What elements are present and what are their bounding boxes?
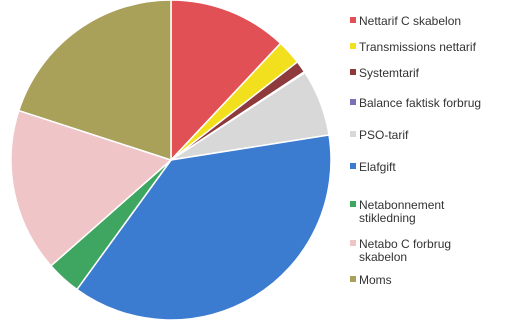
- legend-swatch-netabo-c-forbrug-skabelon: [350, 240, 356, 246]
- pie-slice-netabo-c-forbrug-skabelon: [10, 109, 173, 267]
- legend-swatch-netabonnement-stikledning: [350, 201, 356, 207]
- legend-label-transmissions-nettarif: Transmissions nettarif: [359, 40, 477, 54]
- legend-label-elafgift: Elafgift: [359, 160, 396, 174]
- legend-label-moms: Moms: [359, 273, 392, 287]
- pie-slice-moms: [17, 0, 172, 162]
- legend-swatch-pso-tarif: [350, 131, 356, 137]
- legend-label-nettarif-c-skabelon: Nettarif C skabelon: [359, 14, 461, 28]
- legend-label-netabo-c-forbrug-skabelon: Netabo C forbrug skabelon: [359, 237, 451, 264]
- legend-label-pso-tarif: PSO-tarif: [359, 128, 409, 142]
- legend-swatch-elafgift: [350, 163, 356, 169]
- legend-swatch-nettarif-c-skabelon: [350, 17, 356, 23]
- pie-slice-nettarif-c-skabelon: [170, 0, 282, 162]
- legend-swatch-systemtarif: [350, 69, 356, 75]
- legend-label-netabonnement-stikledning: Netabonnement stikledning: [359, 198, 445, 225]
- legend-label-systemtarif: Systemtarif: [359, 66, 420, 80]
- legend-swatch-balance-faktisk-forbrug: [350, 99, 356, 105]
- pie-slice-elafgift: [75, 134, 332, 321]
- pie-slices: [10, 0, 332, 321]
- legend-label-balance-faktisk-forbrug: Balance faktisk forbrug: [359, 96, 481, 110]
- legend-swatch-transmissions-nettarif: [350, 43, 356, 49]
- legend: Nettarif C skabelon Transmissions nettari…: [350, 14, 481, 287]
- legend-swatch-moms: [350, 276, 356, 282]
